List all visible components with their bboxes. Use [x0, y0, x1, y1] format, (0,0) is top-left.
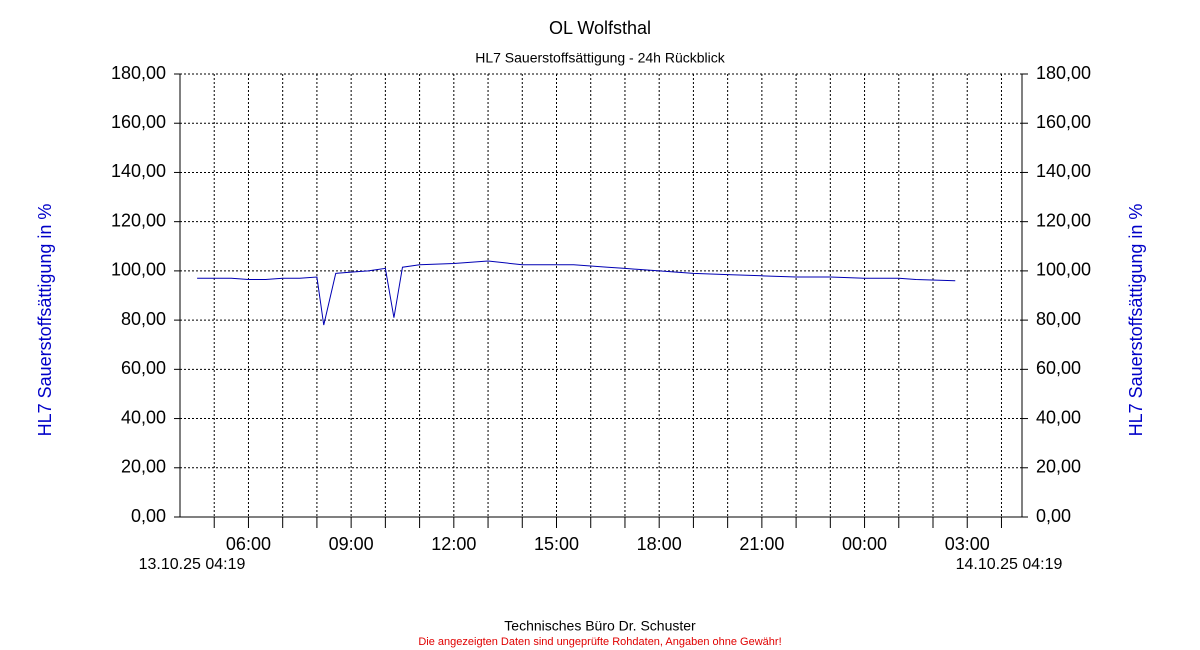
y-tick-label: 20,00	[121, 457, 166, 477]
end-label: 14.10.25 04:19	[956, 556, 1063, 573]
y-tick-label: 120,00	[111, 210, 166, 230]
y-tick-label: 40,00	[121, 407, 166, 427]
y-tick-label: 80,00	[121, 309, 166, 329]
x-tick-label: 12:00	[431, 534, 476, 554]
y2-axis-label: HL7 Sauerstoffsättigung in %	[1126, 204, 1146, 437]
y2-tick-label: 20,00	[1036, 457, 1081, 477]
x-tick-label: 15:00	[534, 534, 579, 554]
y-tick-label: 140,00	[111, 161, 166, 181]
data-line	[197, 260, 956, 326]
y-tick-label: 160,00	[111, 112, 166, 132]
x-tick-label: 21:00	[739, 534, 784, 554]
x-tick-label: 18:00	[637, 534, 682, 554]
start-label: 13.10.25 04:19	[139, 556, 246, 573]
y-axis-label: HL7 Sauerstoffsättigung in %	[35, 204, 55, 437]
y2-tick-label: 60,00	[1036, 358, 1081, 378]
y2-tick-label: 180,00	[1036, 63, 1091, 83]
chart-title: OL Wolfsthal	[549, 18, 651, 38]
x-tick-label: 00:00	[842, 534, 887, 554]
y2-tick-label: 100,00	[1036, 260, 1091, 280]
y2-tick-label: 40,00	[1036, 407, 1081, 427]
y-tick-label: 0,00	[131, 506, 166, 526]
disclaimer: Die angezeigten Daten sind ungeprüfte Ro…	[418, 636, 781, 648]
y2-tick-label: 160,00	[1036, 112, 1091, 132]
y2-tick-label: 120,00	[1036, 210, 1091, 230]
y2-tick-label: 80,00	[1036, 309, 1081, 329]
chart-subtitle: HL7 Sauerstoffsättigung - 24h Rückblick	[475, 50, 726, 66]
y2-tick-label: 140,00	[1036, 161, 1091, 181]
y-tick-label: 100,00	[111, 260, 166, 280]
x-tick-label: 09:00	[329, 534, 374, 554]
y-tick-label: 180,00	[111, 63, 166, 83]
y2-tick-label: 0,00	[1036, 506, 1071, 526]
y-tick-label: 60,00	[121, 358, 166, 378]
footer: Technisches Büro Dr. Schuster	[504, 618, 696, 634]
x-tick-label: 06:00	[226, 534, 271, 554]
x-tick-label: 03:00	[945, 534, 990, 554]
